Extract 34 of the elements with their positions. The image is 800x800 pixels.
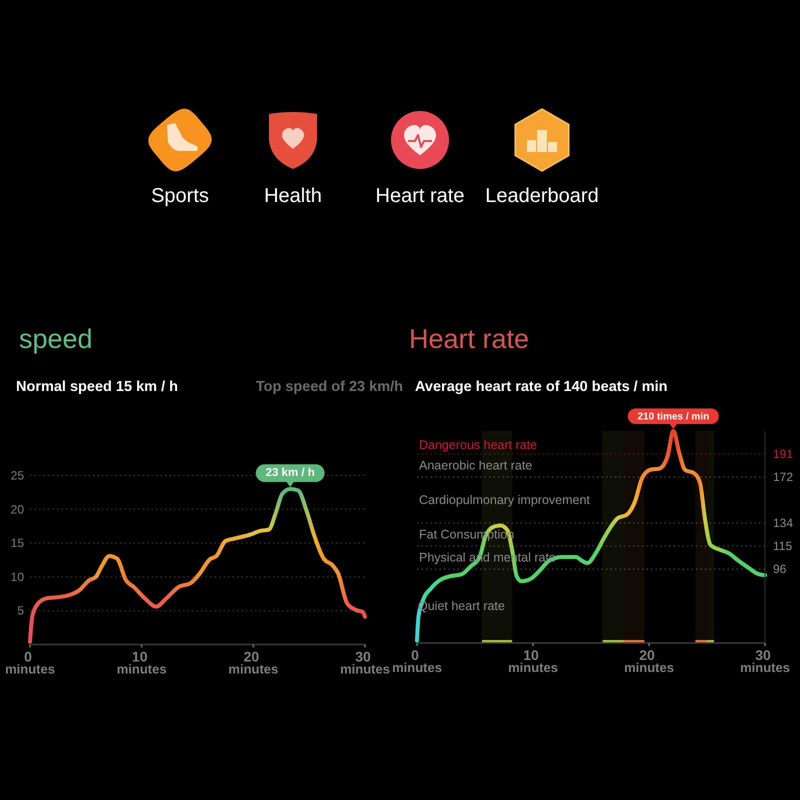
line-series [28, 487, 367, 644]
annotation: 210 times / min [638, 410, 710, 422]
chart-title: speed [19, 324, 93, 354]
y-tick-label: 134 [773, 516, 794, 530]
y-tick-label: 115 [773, 539, 792, 554]
text: Health [264, 185, 322, 207]
x-tick-label: 20 minutes [228, 648, 278, 676]
x-tick-label: 10 minutes [508, 647, 558, 675]
chart-subtitle: Average heart rate of 140 beats / min [415, 379, 668, 395]
annotation: 23 km / h [266, 467, 315, 480]
ref-line-label: Cardiopulmonary improvement [419, 493, 590, 508]
text: Leaderboard [485, 185, 599, 207]
ref-line-label: Dangerous heart rate [419, 438, 538, 452]
ref-line-label: Anaerobic heart rate [419, 458, 532, 473]
y-tick-label: 5 [17, 604, 24, 618]
y-tick-label: 96 [773, 562, 787, 576]
y-tick-label: 25 [10, 468, 24, 482]
y-tick-label: 172 [773, 470, 794, 484]
x-tick-label: 0 minutes [5, 648, 55, 676]
text: Heart rate [376, 185, 464, 207]
y-tick-label: 191 [773, 447, 794, 462]
x-tick-label: 10 minutes [116, 648, 167, 676]
x-tick-label: 30 minutes [740, 647, 790, 675]
chart-title: Heart rate [409, 324, 530, 354]
y-tick-label: 15 [10, 536, 24, 550]
x-tick-label: 0 minutes [392, 647, 442, 675]
x-tick-label: 20 minutes [624, 647, 674, 675]
x-tick-label: 30 minutes [340, 648, 390, 676]
y-tick-label: 10 [10, 570, 24, 584]
y-tick-label: 20 [10, 502, 24, 516]
text: Sports [151, 185, 209, 207]
line-series [415, 429, 767, 643]
text: Top speed of 23 km/h [256, 379, 403, 395]
chart-subtitle: Normal speed 15 km / h [16, 379, 178, 395]
